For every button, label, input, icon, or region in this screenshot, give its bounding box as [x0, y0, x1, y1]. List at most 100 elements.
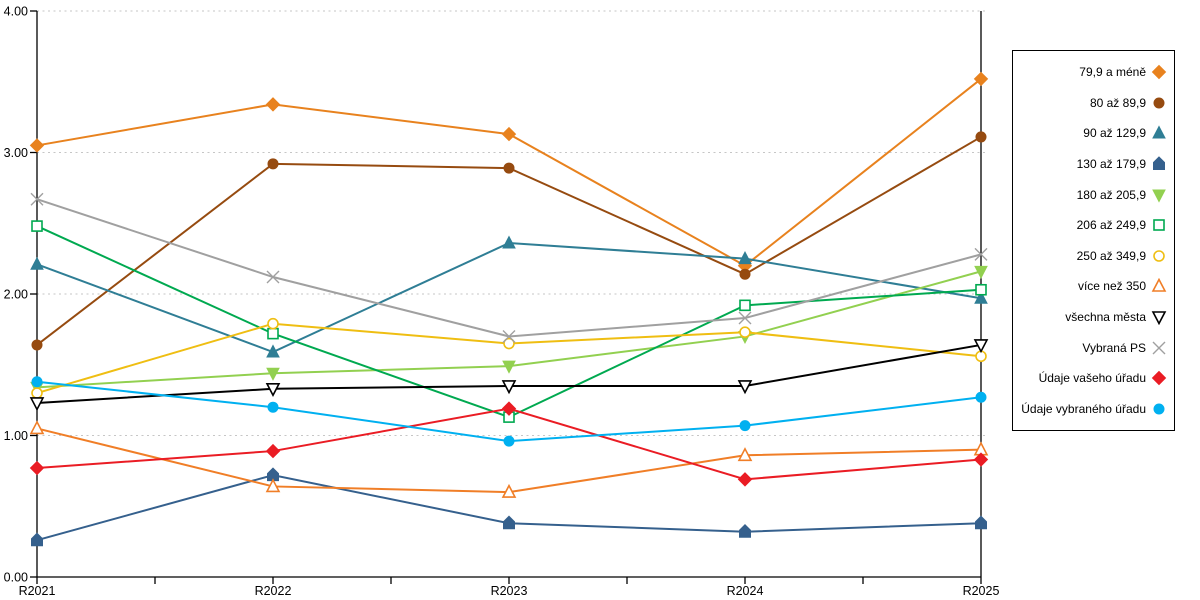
- circle-marker: [739, 326, 751, 339]
- circle-marker: [31, 339, 43, 351]
- legend-label: všechna města: [1065, 309, 1146, 324]
- y-tick-label: 2.00: [4, 288, 28, 302]
- diamond-marker: [501, 401, 517, 416]
- circle-marker: [503, 337, 515, 350]
- square-marker: [1153, 219, 1165, 231]
- triangle-up-marker: [266, 344, 280, 358]
- triangle-up-marker: [1151, 278, 1167, 293]
- legend-item-1: 80 až 89,9: [1013, 88, 1174, 117]
- x-marker: [738, 311, 752, 325]
- x-legend-icon: [1152, 341, 1166, 355]
- square-legend-icon: [1153, 219, 1165, 231]
- triangle-down-marker: [973, 339, 989, 354]
- circle-marker: [503, 435, 515, 447]
- y-tick-label: 1.00: [4, 429, 28, 443]
- legend-label: 80 až 89,9: [1089, 95, 1146, 110]
- triangle-up-marker: [502, 235, 516, 249]
- diamond-marker: [973, 71, 989, 87]
- legend-label: 90 až 129,9: [1083, 126, 1146, 141]
- legend-item-8: všechna města: [1013, 302, 1174, 331]
- x-tick-label: R2023: [491, 584, 528, 598]
- legend-label: 206 až 249,9: [1076, 218, 1146, 233]
- diamond-marker: [1151, 64, 1167, 80]
- triangle-up-legend-icon: [1152, 125, 1166, 139]
- legend-item-11: Údaje vybraného úřadu: [1013, 394, 1174, 423]
- circle-marker: [975, 391, 987, 403]
- series-1: [31, 131, 987, 351]
- circle-legend-icon: [1153, 97, 1165, 109]
- triangle-up-marker: [974, 290, 988, 304]
- triangle-up-marker: [30, 256, 44, 270]
- diamond-marker: [29, 138, 45, 153]
- circle-marker: [739, 268, 751, 280]
- x-marker: [30, 192, 44, 206]
- triangle-up-legend-icon: [1151, 278, 1167, 293]
- x-marker: [974, 247, 988, 261]
- triangle-up-marker: [501, 483, 517, 498]
- legend-label: 130 až 179,9: [1076, 156, 1146, 171]
- series-3: [31, 467, 987, 547]
- triangle-down-marker: [266, 367, 280, 381]
- diamond-marker: [737, 472, 753, 487]
- triangle-up-marker: [29, 420, 45, 435]
- legend-item-2: 90 až 129,9: [1013, 119, 1174, 148]
- y-tick-label: 0.00: [4, 571, 28, 585]
- circle-legend-icon: [1153, 403, 1165, 415]
- legend-label: více než 350: [1077, 279, 1146, 294]
- triangle-down-marker: [1152, 189, 1166, 203]
- x-marker: [1152, 341, 1166, 355]
- diamond-marker: [501, 126, 517, 142]
- y-tick-label: 3.00: [4, 146, 28, 160]
- x-tick-label: R2025: [963, 584, 1000, 598]
- triangle-down-marker: [29, 397, 45, 412]
- legend-item-9: Vybraná PS: [1013, 333, 1174, 362]
- diamond-marker: [1151, 370, 1167, 386]
- triangle-down-marker: [1151, 311, 1167, 325]
- series-5: [31, 220, 987, 423]
- circle-marker: [975, 131, 987, 143]
- triangle-down-marker: [265, 383, 281, 398]
- pentagon-marker: [975, 515, 987, 530]
- legend-item-0: 79,9 a méně: [1013, 58, 1174, 87]
- circle-marker: [503, 162, 515, 174]
- circle-marker: [31, 387, 43, 399]
- legend-item-3: 130 až 179,9: [1013, 149, 1174, 178]
- series-11: [31, 376, 987, 447]
- triangle-down-marker: [501, 380, 517, 395]
- diamond-marker: [265, 97, 281, 112]
- x-marker: [502, 329, 516, 343]
- square-marker: [739, 299, 751, 312]
- series-7: [29, 420, 989, 498]
- legend-item-4: 180 až 205,9: [1013, 180, 1174, 209]
- pentagon-legend-icon: [1153, 156, 1165, 170]
- circle-marker: [267, 401, 279, 413]
- pentagon-marker: [31, 532, 43, 547]
- circle-marker: [1153, 403, 1165, 415]
- x-tick-label: R2022: [255, 584, 292, 598]
- legend: 79,9 a méně 80 až 89,9 90 až 129,9 130 až 1…: [1012, 50, 1175, 431]
- series-10: [29, 401, 989, 487]
- x-tick-label: R2021: [19, 584, 56, 598]
- legend-item-10: Údaje vašeho úřadu: [1013, 364, 1174, 393]
- series-8: [29, 339, 989, 412]
- x-tick-label: R2024: [727, 584, 764, 598]
- diamond-marker: [973, 452, 989, 467]
- legend-label: 250 až 349,9: [1076, 248, 1146, 263]
- triangle-down-marker: [502, 360, 516, 374]
- legend-label: Vybraná PS: [1082, 340, 1146, 355]
- series-9: [30, 192, 988, 343]
- circle-marker: [1153, 97, 1165, 109]
- pentagon-marker: [739, 524, 751, 538]
- series-6: [31, 317, 987, 399]
- triangle-down-legend-icon: [1152, 189, 1166, 203]
- triangle-down-legend-icon: [1151, 311, 1167, 325]
- circle-legend-icon: [1153, 249, 1165, 262]
- triangle-up-marker: [737, 447, 753, 462]
- square-marker: [31, 220, 43, 232]
- y-tick-label: 4.00: [4, 5, 28, 19]
- legend-label: Údaje vybraného úřadu: [1021, 401, 1146, 416]
- series-4: [30, 265, 988, 395]
- triangle-up-marker: [265, 478, 281, 493]
- triangle-up-marker: [1152, 125, 1166, 139]
